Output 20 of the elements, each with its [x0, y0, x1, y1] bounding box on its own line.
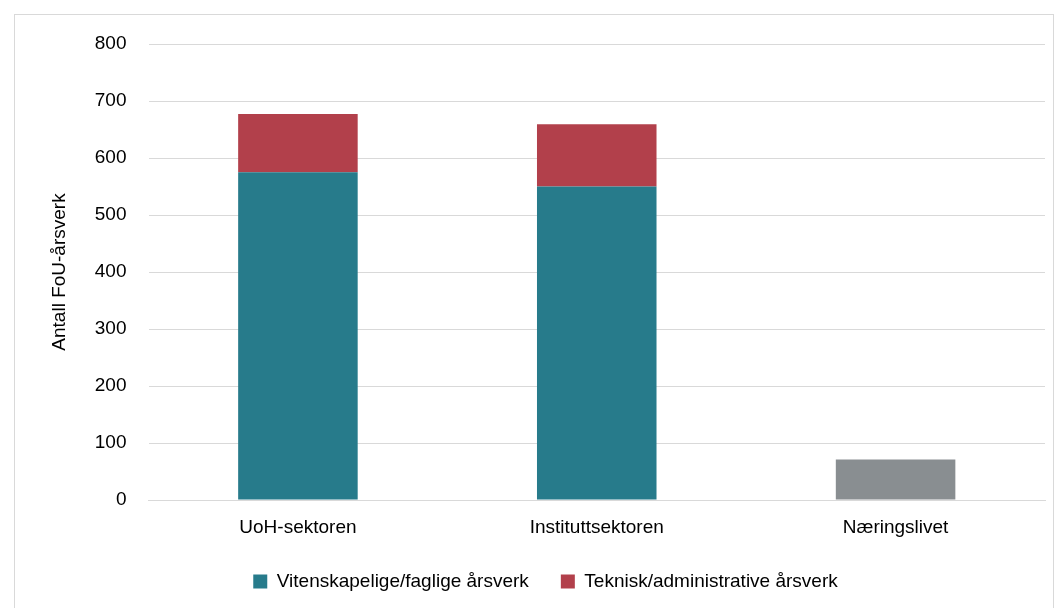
y-tick-label: 100 [94, 431, 127, 453]
y-tick-label: 700 [94, 89, 127, 111]
bar [238, 114, 358, 173]
x-tick-label: UoH-sektoren [239, 515, 357, 537]
y-tick-label: 300 [94, 317, 127, 339]
bar [238, 172, 358, 500]
x-tick-label: Næringslivet [842, 515, 950, 537]
y-tick-label: 0 [115, 488, 127, 510]
y-tick-label: 600 [94, 146, 127, 168]
bar [835, 459, 956, 500]
y-axis-title: Antall FoU-årsverk [47, 192, 69, 351]
y-tick-label: 500 [94, 203, 127, 225]
y-tick-label: 200 [94, 374, 127, 396]
legend-label: Vitenskapelige/faglige årsverk [276, 569, 530, 591]
legend-label: Teknisk/administrative årsverk [584, 569, 839, 591]
y-tick-label: 800 [94, 32, 127, 54]
bar [536, 186, 657, 500]
x-tick-label: Instituttsektoren [529, 515, 664, 537]
y-tick-label: 400 [94, 260, 127, 282]
bar [536, 124, 657, 187]
